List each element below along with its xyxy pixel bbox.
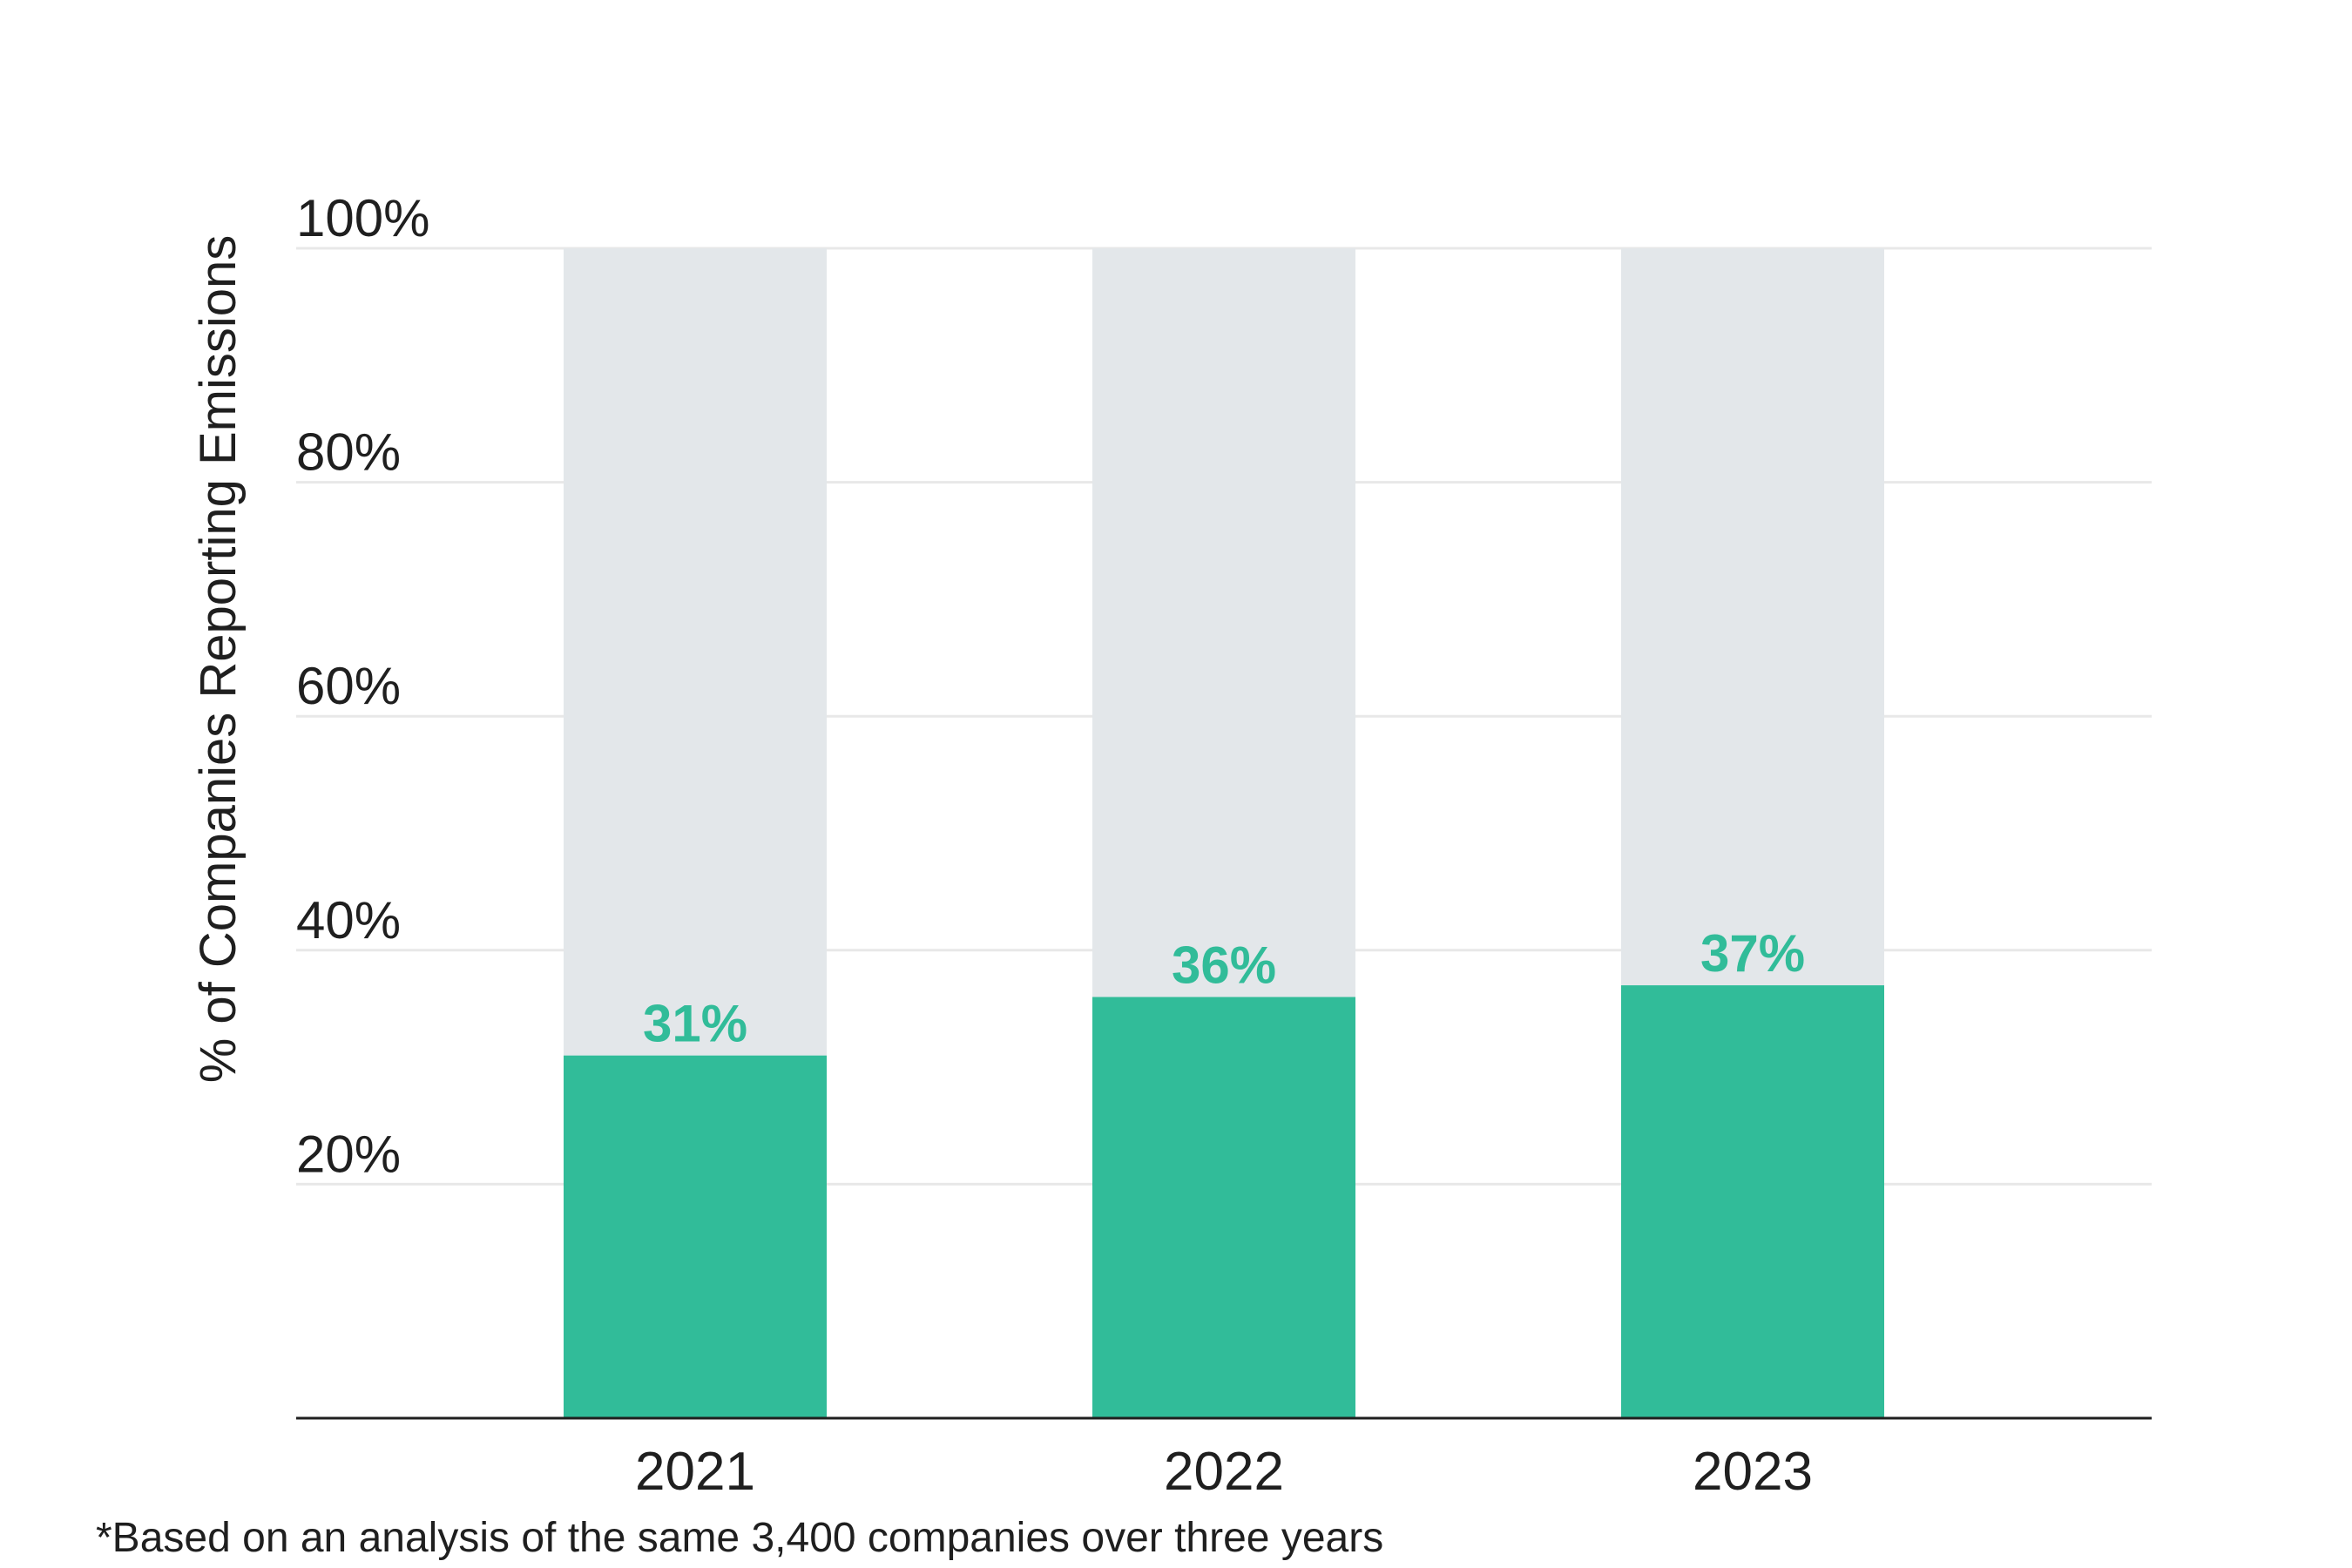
bar-2021	[564, 1055, 827, 1418]
y-tick-label: 80%	[296, 423, 401, 482]
footnote: *Based on an analysis of the same 3,400 …	[96, 1515, 1384, 1561]
bar-remainder-2022	[1092, 248, 1355, 997]
bar-remainder-2023	[1621, 248, 1884, 986]
y-tick-label: 20%	[296, 1125, 401, 1183]
y-tick-label: 60%	[296, 657, 401, 715]
x-tick-label-2023: 2023	[1693, 1442, 1813, 1502]
labels: 20% 40% 60% 80% 100% 31% 2021 36% 2022 37% 2023	[296, 189, 1813, 1502]
bar-2022	[1092, 997, 1355, 1418]
x-tick-label-2022: 2022	[1164, 1442, 1284, 1502]
data-label-2021: 31%	[643, 995, 747, 1053]
data-label-2023: 37%	[1700, 924, 1805, 983]
bars	[564, 248, 1884, 1418]
bar-2023	[1621, 985, 1884, 1418]
y-tick-label: 100%	[296, 189, 429, 247]
x-tick-label-2021: 2021	[635, 1442, 755, 1502]
y-axis-title: % of Companies Reporting Emissions	[190, 235, 247, 1084]
y-tick-label: 40%	[296, 891, 401, 950]
bar-remainder-2021	[564, 248, 827, 1056]
data-label-2022: 36%	[1172, 936, 1276, 995]
